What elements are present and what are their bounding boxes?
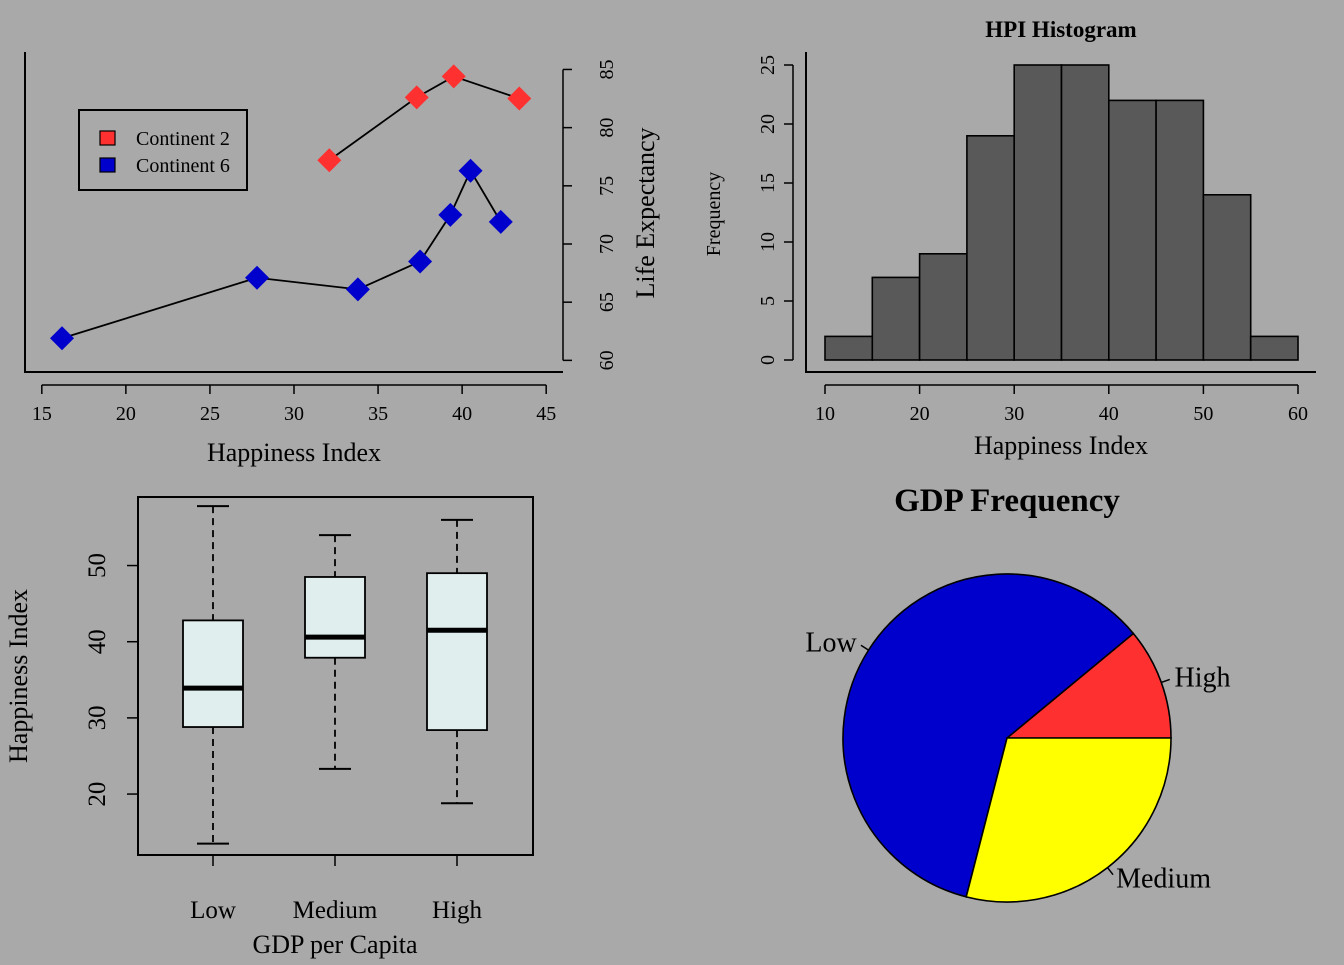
x-tick-label: 20 (116, 403, 136, 425)
x-axis-title: GDP per Capita (252, 930, 418, 959)
series-line (328, 75, 520, 161)
data-point (404, 85, 429, 110)
x-tick-label: 30 (1004, 403, 1024, 425)
data-point (345, 277, 370, 302)
x-tick-label: 25 (200, 403, 220, 425)
x-axis-title: Happiness Index (974, 431, 1148, 460)
x-tick-label: Low (190, 897, 236, 924)
histogram-bar (918, 253, 968, 361)
y-axis-title: Happiness Index (4, 589, 33, 763)
y-tick-label: 20 (757, 114, 779, 134)
pie-slice (965, 737, 1172, 903)
y-tick-label: 0 (757, 355, 779, 365)
histogram-bar (824, 335, 874, 361)
series-line (61, 168, 502, 340)
histogram-bar (1202, 194, 1252, 361)
y-tick-label: 15 (757, 173, 779, 193)
pie-chart: GDP Frequency High Low Medium (805, 483, 1230, 903)
data-point (438, 202, 463, 227)
x-tick-label: 10 (815, 403, 835, 425)
data-point (317, 148, 342, 173)
boxplot-chart: Low Medium High 20 30 40 50 GDP per Capita Happi… (4, 496, 534, 959)
y-tick-label: 5 (757, 296, 779, 306)
y-tick-label: 65 (596, 292, 618, 312)
legend-swatch (99, 130, 116, 146)
x-tick-label: 35 (368, 403, 388, 425)
y-tick-label: 70 (596, 234, 618, 254)
box (426, 572, 488, 731)
y-tick-label: 80 (596, 118, 618, 138)
scatter-chart: 15 20 25 30 35 40 45 60 65 70 75 80 85 Happiness Inde… (24, 52, 660, 467)
y-tick-label: 85 (596, 59, 618, 79)
legend-label: Continent 6 (136, 155, 230, 177)
y-tick-label: 40 (84, 629, 111, 654)
y-axis-title: Frequency (703, 172, 725, 256)
legend-swatch (99, 157, 116, 173)
slice-label-leader (1161, 678, 1171, 684)
y-tick-label: 10 (757, 232, 779, 252)
histogram-bar (966, 135, 1016, 361)
data-point (458, 158, 483, 183)
x-tick-label: Medium (293, 897, 378, 924)
box (304, 576, 366, 659)
y-tick-label: 20 (84, 782, 111, 807)
histogram-bar (871, 276, 921, 361)
slice-label-leader (1106, 867, 1114, 876)
data-point (245, 265, 270, 290)
slice-label-leader (860, 644, 869, 651)
box (182, 619, 244, 728)
plot-frame (24, 52, 563, 373)
data-point (408, 249, 433, 274)
histogram-chart: HPI Histogram 10 20 30 40 50 60 0 5 10 15 20 25 Happi… (703, 17, 1316, 460)
x-tick-label: 30 (284, 403, 304, 425)
x-tick-label: 60 (1288, 403, 1308, 425)
x-tick-label: 45 (536, 403, 556, 425)
x-tick-label: 40 (452, 403, 472, 425)
x-tick-label: 20 (910, 403, 930, 425)
data-point (507, 86, 532, 111)
chart-title: HPI Histogram (985, 17, 1136, 42)
histogram-bar (1155, 99, 1205, 361)
legend: Continent 2 Continent 6 (78, 109, 248, 191)
histogram-bar (1060, 64, 1110, 361)
data-point (488, 209, 513, 234)
slice-label: Medium (1116, 864, 1211, 895)
histogram-bar (1249, 335, 1299, 361)
legend-label: Continent 2 (136, 128, 230, 150)
legend-box (78, 109, 248, 191)
slice-label: Low (805, 628, 857, 659)
data-point (49, 326, 74, 351)
y-tick-label: 25 (757, 55, 779, 75)
x-tick-label: 50 (1193, 403, 1213, 425)
x-tick-label: 15 (32, 403, 52, 425)
data-point (441, 64, 466, 89)
x-tick-label: High (432, 897, 483, 924)
y-tick-label: 75 (596, 176, 618, 196)
y-tick-label: 60 (596, 350, 618, 370)
y-axis-title: Life Expectancy (631, 127, 660, 298)
plot-frame (805, 52, 1316, 373)
chart-title: GDP Frequency (894, 483, 1120, 519)
x-axis-title: Happiness Index (207, 438, 381, 467)
slice-label: High (1174, 663, 1230, 694)
histogram-bar (1013, 64, 1063, 361)
x-tick-label: 40 (1099, 403, 1119, 425)
pie-slice (1004, 632, 1172, 739)
y-tick-label: 30 (84, 705, 111, 730)
y-tick-label: 50 (84, 553, 111, 578)
histogram-bar (1108, 99, 1157, 361)
